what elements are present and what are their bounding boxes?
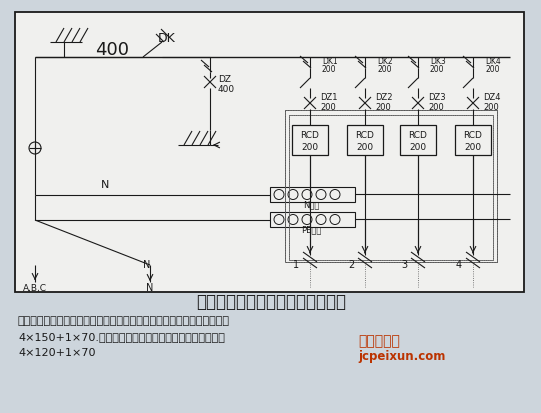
Text: 200: 200: [464, 142, 481, 152]
Bar: [270, 212, 355, 227]
Text: DK2: DK2: [377, 57, 393, 66]
Text: 总配电箱设分路漏电保护器系统图: 总配电箱设分路漏电保护器系统图: [196, 293, 346, 311]
Text: N: N: [143, 260, 150, 270]
Text: DZ2: DZ2: [375, 93, 393, 102]
Text: 200: 200: [483, 104, 499, 112]
Bar: [270, 187, 355, 202]
Bar: [15, 12, 524, 292]
Text: 3: 3: [401, 260, 407, 270]
Text: 200: 200: [428, 104, 444, 112]
Text: DK1: DK1: [322, 57, 338, 66]
Text: 4×120+1×70: 4×120+1×70: [18, 348, 96, 358]
Text: DZ: DZ: [218, 76, 231, 85]
Text: 2: 2: [348, 260, 354, 270]
Text: N: N: [101, 180, 109, 190]
Bar: [289, 115, 493, 260]
Bar: [400, 125, 436, 155]
Text: RCD: RCD: [301, 131, 319, 140]
Text: RCD: RCD: [355, 131, 374, 140]
Text: DK4: DK4: [485, 57, 501, 66]
Text: 200: 200: [377, 66, 392, 74]
Text: jcpeixun.com: jcpeixun.com: [358, 350, 445, 363]
Text: 200: 200: [301, 142, 319, 152]
Text: 200: 200: [357, 142, 374, 152]
Text: RCD: RCD: [464, 131, 483, 140]
Text: RCD: RCD: [408, 131, 427, 140]
Bar: [292, 125, 328, 155]
Bar: [455, 125, 491, 155]
Text: 400: 400: [95, 41, 129, 59]
Text: 200: 200: [322, 66, 337, 74]
Text: DZ1: DZ1: [320, 93, 338, 102]
Text: PE排线: PE排线: [301, 225, 321, 235]
Text: DK: DK: [158, 31, 176, 45]
Bar: [289, 115, 493, 260]
Text: 4×150+1×70.总配电箱连接各分配箱的电缆为橡套软电缆: 4×150+1×70.总配电箱连接各分配箱的电缆为橡套软电缆: [18, 332, 225, 342]
Text: A,B,C: A,B,C: [23, 283, 47, 292]
Text: 400: 400: [218, 85, 235, 95]
Text: 200: 200: [430, 66, 445, 74]
Text: 200: 200: [320, 104, 336, 112]
Text: 4: 4: [456, 260, 462, 270]
Bar: [347, 125, 383, 155]
Text: DZ4: DZ4: [483, 93, 500, 102]
Text: DZ3: DZ3: [428, 93, 446, 102]
Text: 技成培训网: 技成培训网: [358, 334, 400, 348]
Text: 注：上图为总配电箱的接线图。由电源接入总配电箱的电缆为橡套软电缆: 注：上图为总配电箱的接线图。由电源接入总配电箱的电缆为橡套软电缆: [18, 316, 230, 326]
Text: 1: 1: [293, 260, 299, 270]
Text: DK3: DK3: [430, 57, 446, 66]
Text: N: N: [146, 283, 154, 293]
Bar: [285, 110, 497, 262]
Text: 200: 200: [375, 104, 391, 112]
Bar: [285, 110, 497, 262]
Text: 200: 200: [410, 142, 426, 152]
Text: N排线: N排线: [303, 200, 319, 209]
Text: 200: 200: [485, 66, 499, 74]
